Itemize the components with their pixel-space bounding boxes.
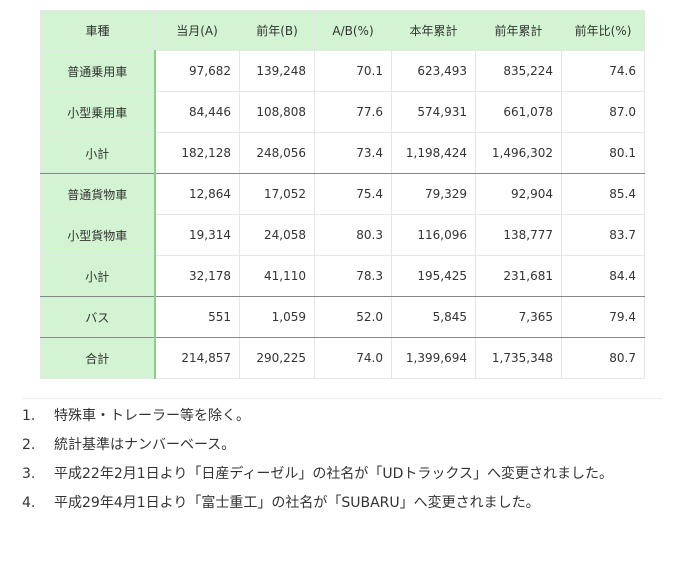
note-text: 平成29年4月1日より「富士重工」の社名が「SUBARU」へ変更されました。 — [54, 495, 540, 511]
cell-current-month: 32,178 — [154, 255, 240, 297]
table-row: 普通貨物車 12,864 17,052 75.4 79,329 92,904 8… — [40, 173, 645, 215]
cell-prev-ytd: 231,681 — [475, 255, 562, 297]
note-item: 4. 平成29年4月1日より「富士重工」の社名が「SUBARU」へ変更されました… — [22, 489, 662, 518]
cell-ratio: 80.3 — [314, 214, 392, 256]
cell-previous-year: 17,052 — [239, 173, 315, 215]
row-label: 小計 — [40, 132, 156, 174]
cell-prev-ytd: 92,904 — [475, 173, 562, 215]
header-current-month: 当月(A) — [154, 10, 240, 51]
cell-ratio: 77.6 — [314, 91, 392, 133]
cell-ratio: 75.4 — [314, 173, 392, 215]
cell-current-month: 84,446 — [154, 91, 240, 133]
header-yoy-ratio: 前年比(%) — [561, 10, 645, 51]
row-label: 普通貨物車 — [40, 173, 156, 215]
table-header-row: 車種 当月(A) 前年(B) A/B(%) 本年累計 前年累計 前年比(%) — [40, 10, 645, 51]
cell-ytd: 116,096 — [391, 214, 476, 256]
note-item: 2. 統計基準はナンバーベース。 — [22, 431, 662, 460]
cell-current-month: 551 — [154, 296, 240, 338]
table-row: 普通乗用車 97,682 139,248 70.1 623,493 835,22… — [40, 50, 645, 92]
row-label: 小型乗用車 — [40, 91, 156, 133]
cell-prev-ytd: 1,735,348 — [475, 337, 562, 379]
cell-ytd: 1,198,424 — [391, 132, 476, 174]
row-label: 普通乗用車 — [40, 50, 156, 92]
note-text: 特殊車・トレーラー等を除く。 — [54, 408, 250, 424]
row-label: 合計 — [40, 337, 156, 379]
cell-ytd: 5,845 — [391, 296, 476, 338]
cell-previous-year: 139,248 — [239, 50, 315, 92]
cell-yoy-ratio: 74.6 — [561, 50, 645, 92]
header-previous-year: 前年(B) — [239, 10, 315, 51]
cell-yoy-ratio: 84.4 — [561, 255, 645, 297]
cell-yoy-ratio: 87.0 — [561, 91, 645, 133]
table-row: 小型貨物車 19,314 24,058 80.3 116,096 138,777… — [40, 214, 645, 256]
divider — [22, 398, 662, 399]
note-item: 3. 平成22年2月1日より「日産ディーゼル」の社名が「UDトラックス」へ変更され… — [22, 460, 662, 489]
cell-current-month: 97,682 — [154, 50, 240, 92]
cell-prev-ytd: 661,078 — [475, 91, 562, 133]
cell-previous-year: 41,110 — [239, 255, 315, 297]
cell-yoy-ratio: 83.7 — [561, 214, 645, 256]
notes-list: 1. 特殊車・トレーラー等を除く。 2. 統計基準はナンバーベース。 3. 平成2… — [22, 402, 662, 518]
cell-prev-ytd: 138,777 — [475, 214, 562, 256]
cell-prev-ytd: 835,224 — [475, 50, 562, 92]
header-ratio: A/B(%) — [314, 10, 392, 51]
sales-statistics-table: 車種 当月(A) 前年(B) A/B(%) 本年累計 前年累計 前年比(%) 普… — [40, 10, 645, 379]
cell-current-month: 182,128 — [154, 132, 240, 174]
cell-ratio: 70.1 — [314, 50, 392, 92]
table-row-subtotal: 小計 32,178 41,110 78.3 195,425 231,681 84… — [40, 255, 645, 297]
table-row: 小型乗用車 84,446 108,808 77.6 574,931 661,07… — [40, 91, 645, 133]
cell-previous-year: 1,059 — [239, 296, 315, 338]
cell-prev-ytd: 1,496,302 — [475, 132, 562, 174]
cell-current-month: 214,857 — [154, 337, 240, 379]
cell-previous-year: 248,056 — [239, 132, 315, 174]
table-row-subtotal: 小計 182,128 248,056 73.4 1,198,424 1,496,… — [40, 132, 645, 174]
header-vehicle-type: 車種 — [40, 10, 155, 51]
cell-ytd: 79,329 — [391, 173, 476, 215]
note-number: 2. — [22, 437, 36, 453]
row-label: 小型貨物車 — [40, 214, 156, 256]
note-text: 平成22年2月1日より「日産ディーゼル」の社名が「UDトラックス」へ変更されまし… — [54, 466, 613, 482]
note-number: 1. — [22, 408, 36, 424]
header-ytd: 本年累計 — [391, 10, 476, 51]
note-text: 統計基準はナンバーベース。 — [54, 437, 236, 453]
cell-ratio: 74.0 — [314, 337, 392, 379]
cell-ytd: 574,931 — [391, 91, 476, 133]
cell-current-month: 12,864 — [154, 173, 240, 215]
note-number: 3. — [22, 466, 36, 482]
cell-ytd: 195,425 — [391, 255, 476, 297]
row-label: バス — [40, 296, 156, 338]
cell-prev-ytd: 7,365 — [475, 296, 562, 338]
cell-previous-year: 24,058 — [239, 214, 315, 256]
cell-previous-year: 290,225 — [239, 337, 315, 379]
table-row: バス 551 1,059 52.0 5,845 7,365 79.4 — [40, 296, 645, 338]
cell-ytd: 1,399,694 — [391, 337, 476, 379]
cell-yoy-ratio: 79.4 — [561, 296, 645, 338]
note-item: 1. 特殊車・トレーラー等を除く。 — [22, 402, 662, 431]
note-number: 4. — [22, 495, 36, 511]
cell-ytd: 623,493 — [391, 50, 476, 92]
cell-yoy-ratio: 80.7 — [561, 337, 645, 379]
table-row-total: 合計 214,857 290,225 74.0 1,399,694 1,735,… — [40, 337, 645, 379]
cell-previous-year: 108,808 — [239, 91, 315, 133]
cell-ratio: 78.3 — [314, 255, 392, 297]
cell-ratio: 73.4 — [314, 132, 392, 174]
cell-current-month: 19,314 — [154, 214, 240, 256]
cell-yoy-ratio: 85.4 — [561, 173, 645, 215]
row-label: 小計 — [40, 255, 156, 297]
cell-yoy-ratio: 80.1 — [561, 132, 645, 174]
cell-ratio: 52.0 — [314, 296, 392, 338]
header-prev-ytd: 前年累計 — [475, 10, 562, 51]
